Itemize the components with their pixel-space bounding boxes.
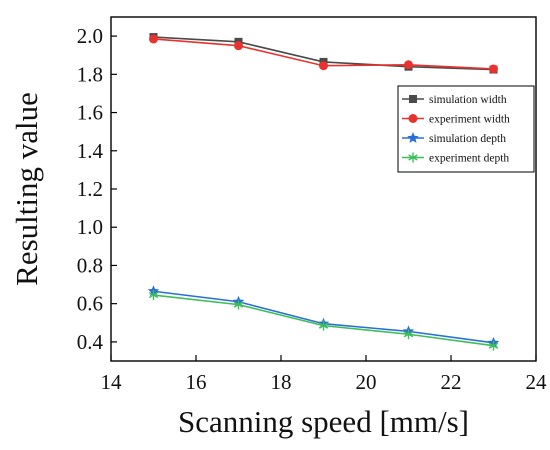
y-tick-label: 0.6: [77, 292, 103, 316]
y-tick-label: 1.4: [77, 139, 104, 163]
marker-asterisk: [403, 329, 414, 340]
marker-circle: [404, 60, 413, 70]
x-tick-label: 18: [271, 370, 292, 394]
legend-label: experiment width: [429, 114, 510, 126]
legend-item: simulation width: [402, 94, 507, 106]
legend: simulation width experiment width simulati…: [397, 85, 535, 173]
marker-circle: [319, 61, 328, 71]
x-axis-title: Scanning speed [mm/s]: [178, 404, 469, 439]
series-experiment-width: [149, 34, 498, 74]
ticks: 14 16 18 20 22 24 0.4 0.6 0.8 1.0 1.2 1.4 1.6 1.8 2.0: [77, 24, 547, 394]
legend-label: experiment depth: [429, 153, 509, 165]
marker-asterisk: [233, 299, 244, 310]
legend-item: experiment width: [402, 114, 510, 126]
series-layer: [147, 33, 500, 351]
x-tick-label: 24: [526, 370, 548, 394]
y-tick-label: 1.6: [77, 101, 103, 125]
series-experiment-depth: [148, 290, 499, 351]
y-tick-label: 0.8: [77, 253, 103, 277]
x-tick-label: 16: [186, 370, 207, 394]
marker-asterisk: [318, 320, 329, 331]
x-tick-label: 14: [101, 370, 123, 394]
series-line: [153, 290, 494, 344]
marker-asterisk: [488, 340, 499, 351]
marker-circle: [408, 114, 418, 123]
marker-circle: [234, 41, 243, 51]
marker-asterisk: [408, 152, 418, 163]
marker-circle: [489, 64, 498, 74]
legend-item: simulation depth: [402, 132, 506, 145]
x-tick-label: 20: [356, 370, 377, 394]
marker-square: [409, 95, 417, 103]
y-tick-label: 0.4: [77, 330, 104, 354]
y-tick-label: 1.0: [77, 215, 103, 239]
marker-asterisk: [148, 290, 159, 301]
x-tick-label: 22: [441, 370, 462, 394]
y-tick-label: 2.0: [77, 24, 103, 48]
y-tick-label: 1.2: [77, 177, 103, 201]
marker-circle: [149, 34, 158, 44]
y-tick-label: 1.8: [77, 62, 103, 86]
marker-star: [407, 132, 419, 143]
series-simulation-depth: [147, 285, 500, 348]
legend-item: experiment depth: [402, 152, 509, 165]
legend-label: simulation depth: [429, 133, 506, 145]
legend-label: simulation width: [429, 94, 507, 106]
y-axis-title: Resulting value: [9, 92, 44, 286]
